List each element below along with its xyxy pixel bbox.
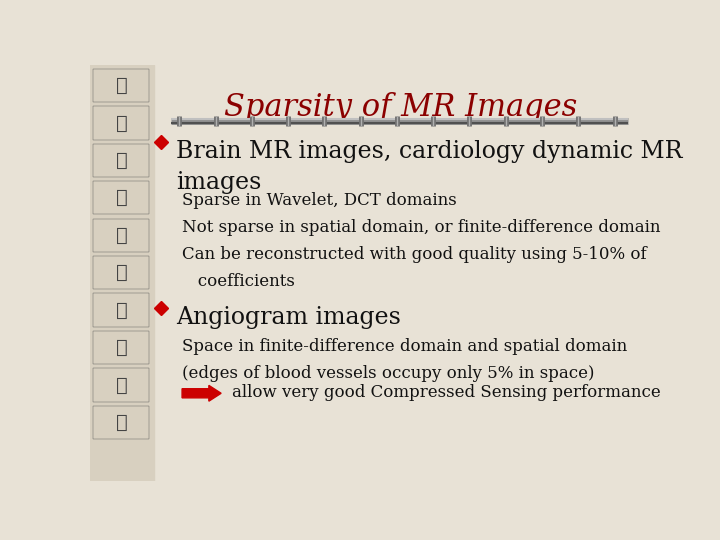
Text: 𓀀: 𓀀 [116, 413, 128, 432]
Text: 𓀀: 𓀀 [116, 226, 128, 245]
Text: 𓀀: 𓀀 [116, 263, 128, 282]
Text: Angiogram images: Angiogram images [176, 306, 401, 329]
Bar [93, 331, 148, 364]
Bar [93, 144, 148, 177]
Text: Not sparse in spatial domain, or finite-difference domain: Not sparse in spatial domain, or finite-… [182, 219, 660, 235]
Bar [93, 368, 148, 402]
FancyArrow shape [182, 386, 221, 401]
Bar [90, 65, 154, 481]
Bar [93, 256, 148, 289]
Text: 𓀀: 𓀀 [116, 113, 128, 132]
Bar [93, 69, 148, 102]
Text: (edges of blood vessels occupy only 5% in space): (edges of blood vessels occupy only 5% i… [182, 366, 595, 382]
Text: 𓀀: 𓀀 [116, 375, 128, 394]
Text: 𓀀: 𓀀 [116, 338, 128, 357]
Bar [93, 106, 148, 140]
Text: 𓀀: 𓀀 [116, 76, 128, 95]
Text: coefficients: coefficients [182, 273, 295, 289]
Text: 𓀀: 𓀀 [116, 301, 128, 320]
Text: Sparsity of MR Images: Sparsity of MR Images [225, 92, 577, 123]
Text: Space in finite-difference domain and spatial domain: Space in finite-difference domain and sp… [182, 339, 627, 355]
Text: images: images [176, 171, 262, 194]
Text: Can be reconstructed with good quality using 5-10% of: Can be reconstructed with good quality u… [182, 246, 647, 262]
Bar [93, 294, 148, 327]
Text: Sparse in Wavelet, DCT domains: Sparse in Wavelet, DCT domains [182, 192, 456, 208]
Text: 𓀀: 𓀀 [116, 188, 128, 207]
Bar [93, 406, 148, 439]
Text: allow very good Compressed Sensing performance: allow very good Compressed Sensing perfo… [233, 384, 661, 401]
Text: 𓀀: 𓀀 [116, 151, 128, 170]
Bar [93, 219, 148, 252]
Bar [93, 181, 148, 214]
Text: Brain MR images, cardiology dynamic MR: Brain MR images, cardiology dynamic MR [176, 140, 683, 163]
